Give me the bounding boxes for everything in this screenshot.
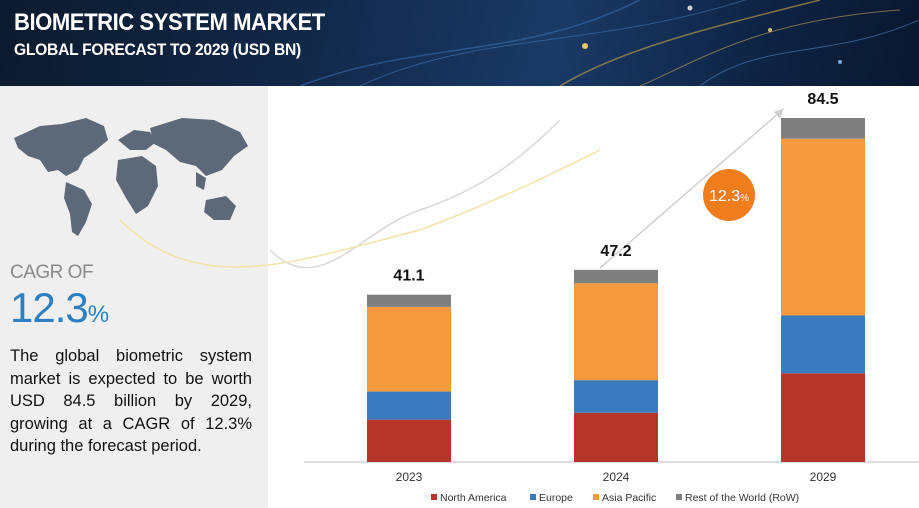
world-map-icon — [14, 118, 248, 236]
bar-segment-2023-3 — [367, 294, 451, 307]
legend-swatch-0 — [431, 494, 437, 500]
bar-segment-2023-1 — [367, 391, 451, 420]
legend-swatch-3 — [676, 494, 682, 500]
cagr-number: 12.3 — [10, 284, 89, 331]
header-banner: BIOMETRIC SYSTEM MARKET GLOBAL FORECAST … — [0, 0, 919, 86]
cagr-bubble: 12.3% — [703, 169, 755, 221]
x-tick-label-2029: 2029 — [810, 470, 837, 484]
cagr-bubble-unit: % — [740, 193, 749, 204]
legend-swatch-2 — [593, 494, 599, 500]
cagr-label: CAGR OF — [10, 262, 94, 283]
bar-segment-2023-2 — [367, 306, 451, 392]
bar-segment-2024-1 — [574, 380, 658, 413]
legend-label-2: Asia Pacific — [602, 492, 656, 504]
bar-segment-2023-0 — [367, 419, 451, 462]
legend-label-1: Europe — [539, 492, 573, 504]
bar-segment-2029-1 — [781, 315, 865, 374]
bar-segment-2029-3 — [781, 118, 865, 139]
decorative-curve — [269, 119, 561, 269]
legend-label-0: North America — [440, 492, 507, 504]
legend-label-3: Rest of the World (RoW) — [685, 492, 799, 504]
market-description: The global biometric system market is ex… — [10, 347, 252, 455]
stacked-bars — [367, 118, 865, 462]
total-label-2024: 47.2 — [600, 243, 631, 260]
cagr-bubble-value: 12.3 — [709, 188, 740, 205]
x-tick-label-2024: 2024 — [603, 470, 630, 484]
chart-legend: North America Europe Asia Pacific Rest of t… — [431, 492, 799, 504]
chart-labels: 41.1 2023 47.2 2024 84.5 2029 — [393, 91, 838, 484]
page-title: BIOMETRIC SYSTEM MARKET — [14, 9, 325, 36]
total-label-2023: 41.1 — [393, 268, 424, 285]
svg-text:12.3%: 12.3% — [709, 188, 749, 205]
bar-segment-2029-0 — [781, 373, 865, 462]
total-label-2029: 84.5 — [807, 91, 838, 108]
page-subtitle: GLOBAL FORECAST TO 2029 (USD BN) — [14, 40, 301, 59]
legend-swatch-1 — [530, 494, 536, 500]
cagr-unit: % — [87, 301, 109, 328]
x-tick-label-2023: 2023 — [396, 470, 423, 484]
decorative-curve-gold — [119, 149, 601, 268]
trend-arrow — [599, 108, 784, 269]
bar-segment-2024-3 — [574, 269, 658, 284]
header-background-lights — [299, 0, 919, 86]
bar-segment-2029-2 — [781, 138, 865, 316]
bar-segment-2024-2 — [574, 283, 658, 381]
cagr-value: 12.3% — [10, 284, 109, 332]
bar-segment-2024-0 — [574, 412, 658, 462]
